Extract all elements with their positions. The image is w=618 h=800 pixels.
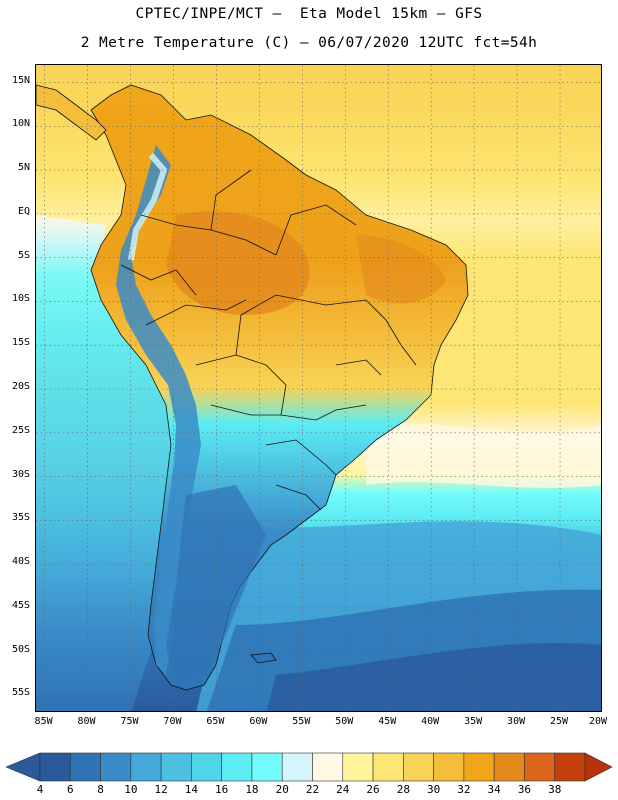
colorbar-label: 38 — [548, 783, 562, 796]
lat-tick-label: EQ — [17, 205, 30, 217]
amazon-hot-core — [166, 211, 310, 315]
andes-cold-ridge — [116, 145, 201, 675]
colorbar-label: 6 — [66, 783, 74, 796]
lon-tick-label: 25W — [550, 716, 569, 727]
lon-tick-label: 75W — [120, 716, 139, 727]
lon-tick-label: 35W — [464, 716, 483, 727]
colorbar-swatch — [100, 752, 132, 782]
lat-tick-label: 5S — [17, 249, 30, 261]
colorbar-label: 32 — [457, 783, 471, 796]
colorbar-swatch — [493, 752, 525, 782]
colorbar-swatch — [69, 752, 101, 782]
colorbar-label: 12 — [154, 783, 168, 796]
colorbar-swatch — [554, 752, 586, 782]
colorbar-label: 16 — [215, 783, 229, 796]
lat-tick-label: 55S — [11, 687, 30, 699]
color-scale-bar — [5, 752, 613, 782]
lon-tick-label: 30W — [507, 716, 526, 727]
lat-tick-label: 15N — [11, 74, 30, 86]
lat-tick-label: 50S — [11, 643, 30, 655]
lon-tick-label: 20W — [588, 716, 608, 727]
lon-tick-label: 40W — [421, 716, 440, 727]
lat-lon-gridlines — [36, 65, 601, 711]
lat-tick-label: 30S — [11, 468, 30, 480]
colorbar-label: 36 — [517, 783, 532, 796]
title-line-2: 2 Metre Temperature (C) – 06/07/2020 12U… — [80, 35, 538, 51]
colorbar-swatch — [191, 752, 222, 782]
lat-tick-label: 35S — [11, 512, 30, 524]
lon-tick-label: 65W — [206, 716, 225, 727]
colorbar-swatch — [312, 752, 344, 782]
colorbar-swatch — [524, 752, 556, 782]
colorbar-label: 18 — [245, 783, 259, 796]
lat-tick-label: 5N — [17, 162, 30, 174]
lon-tick-label: 55W — [292, 716, 311, 727]
colorbar-label: 10 — [124, 783, 138, 796]
colorbar-swatch — [463, 752, 495, 782]
colorbar-label: 20 — [275, 783, 289, 796]
lon-tick-label: 50W — [335, 716, 354, 727]
colorbar-swatch — [221, 752, 253, 782]
country-borders — [120, 169, 417, 511]
lat-tick-label: 45S — [11, 599, 30, 611]
colorbar-swatch — [403, 752, 434, 782]
colorbar-label: 28 — [396, 783, 410, 796]
lon-tick-label: 85W — [34, 716, 53, 727]
map-panel[interactable] — [35, 64, 602, 712]
lon-tick-label: 80W — [77, 716, 96, 727]
title-line-1: CPTEC/INPE/MCT – Eta Model 15km – GFS — [135, 6, 483, 22]
colorbar-label: 26 — [366, 783, 380, 796]
colorbar-swatch — [433, 752, 465, 782]
colorbar-high-arrow — [584, 752, 613, 782]
lat-tick-label: 10N — [11, 118, 30, 130]
colorbar-label: 8 — [97, 783, 104, 796]
lat-tick-label: 20S — [11, 381, 30, 392]
colorbar-label: 14 — [184, 783, 198, 796]
lat-tick-label: 15S — [11, 337, 30, 349]
pacific-cold-region — [36, 215, 186, 711]
colorbar-label: 34 — [487, 783, 501, 796]
lon-tick-label: 45W — [378, 716, 397, 727]
colorbar-label: 24 — [336, 783, 350, 796]
colorbar-swatch — [342, 752, 374, 782]
lat-tick-label: 40S — [11, 556, 30, 568]
colorbar-label: 30 — [426, 783, 441, 796]
lat-tick-label: 10S — [11, 293, 30, 305]
colorbar-swatch — [372, 752, 404, 782]
colorbar-label: 4 — [36, 783, 44, 796]
colorbar-low-arrow — [5, 752, 41, 782]
lat-tick-label: 25S — [11, 424, 30, 436]
colorbar-swatch — [39, 752, 71, 782]
central-america — [36, 84, 107, 141]
lon-tick-label: 70W — [163, 716, 182, 727]
colorbar-swatch — [160, 752, 192, 782]
falkland-islands — [250, 652, 277, 664]
colorbar-swatch — [281, 752, 313, 782]
colorbar-swatch — [130, 752, 162, 782]
colorbar-label: 22 — [305, 783, 320, 796]
colorbar-swatch — [251, 752, 283, 782]
lon-tick-label: 60W — [249, 716, 268, 727]
